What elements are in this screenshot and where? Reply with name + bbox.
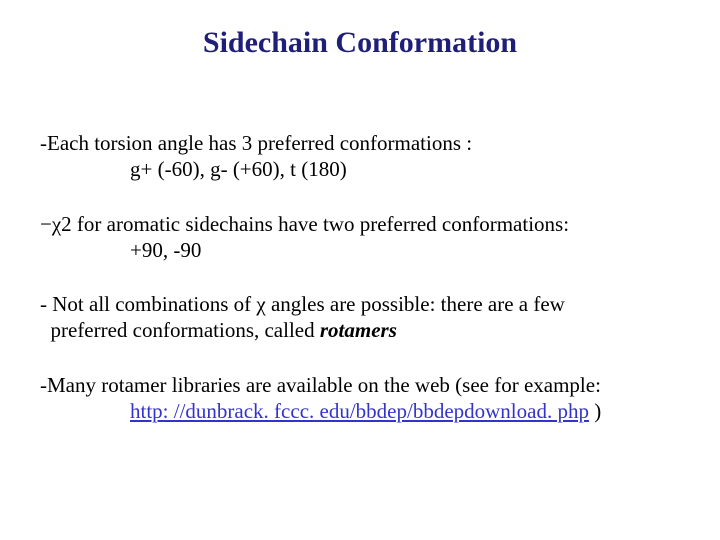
para3-mid: angles are possible: there are a few [266, 292, 565, 316]
para1-line2: g+ (-60), g- (+60), t (180) [130, 156, 680, 182]
para2-line1: −χ2 for aromatic sidechains have two pre… [40, 211, 680, 237]
para2-line2: +90, -90 [130, 237, 680, 263]
para3-prefix: - Not all combinations of [40, 292, 256, 316]
para1-line1: -Each torsion angle has 3 preferred conf… [40, 130, 680, 156]
para3-line2-a: preferred conformations, called [40, 318, 320, 342]
para4-tail: ) [589, 399, 601, 423]
paragraph-3: - Not all combinations of χ angles are p… [40, 291, 680, 344]
slide-title: Sidechain Conformation [40, 26, 680, 60]
para3-rotamers: rotamers [320, 318, 397, 342]
para3-line2: preferred conformations, called rotamers [40, 317, 680, 343]
para3-chi: χ [256, 292, 265, 316]
para3-line1: - Not all combinations of χ angles are p… [40, 291, 680, 317]
body-content: -Each torsion angle has 3 preferred conf… [40, 130, 680, 424]
paragraph-4: -Many rotamer libraries are available on… [40, 372, 680, 425]
paragraph-1: -Each torsion angle has 3 preferred conf… [40, 130, 680, 183]
para4-line2: http: //dunbrack. fccc. edu/bbdep/bbdepd… [130, 398, 680, 424]
rotamer-library-link[interactable]: http: //dunbrack. fccc. edu/bbdep/bbdepd… [130, 399, 589, 423]
slide-container: Sidechain Conformation -Each torsion ang… [0, 0, 720, 540]
para4-line1: -Many rotamer libraries are available on… [40, 372, 680, 398]
paragraph-2: −χ2 for aromatic sidechains have two pre… [40, 211, 680, 264]
